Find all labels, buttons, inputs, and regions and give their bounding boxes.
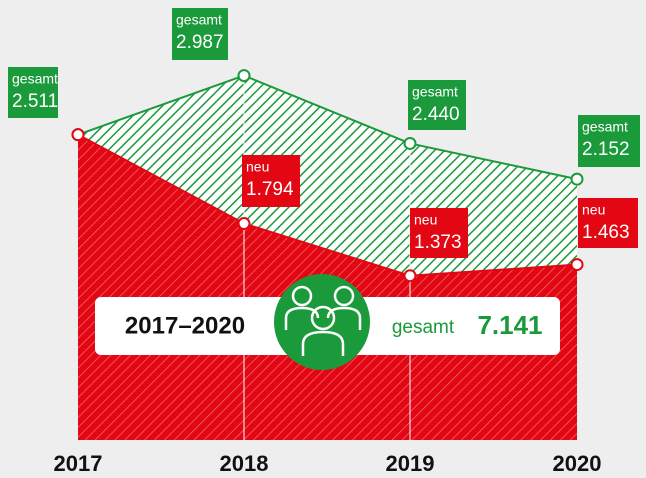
total-value: 7.141 <box>477 310 542 340</box>
x-tick-label: 2017 <box>54 451 103 476</box>
label-box <box>408 80 466 130</box>
label-name: neu <box>246 159 269 175</box>
point <box>237 69 251 83</box>
line-1 <box>77 133 578 277</box>
x-tick-label: 2019 <box>386 451 435 476</box>
data-label: 2.987 <box>176 32 224 53</box>
label-box <box>8 67 58 118</box>
label-name: gesamt <box>582 119 628 135</box>
data-label: 2.440 <box>412 104 460 125</box>
label-box <box>172 8 228 60</box>
label-box <box>242 155 300 207</box>
label-box <box>410 208 468 258</box>
x-tick-label: 2020 <box>553 451 602 476</box>
point <box>403 136 417 150</box>
labels: gesamt 2.511 gesamt 2.987 gesamt 2.440 gesamt 2… <box>8 8 640 258</box>
label-box <box>578 115 640 167</box>
total-name: gesamt <box>392 317 455 338</box>
icon-circle <box>274 274 370 370</box>
data-label: 1.463 <box>582 222 630 243</box>
data-label: 1.373 <box>414 232 462 253</box>
label-name: neu <box>414 212 437 228</box>
data-label: 2.511 <box>12 91 58 112</box>
point <box>71 128 85 142</box>
point <box>570 258 584 272</box>
total-box: 2017–2020 gesamt 7.141 <box>95 274 560 370</box>
label-name: gesamt <box>176 12 222 28</box>
point <box>403 269 417 283</box>
data-label: 1.794 <box>246 179 294 200</box>
label-name: gesamt <box>12 71 58 87</box>
people-icon <box>284 285 362 356</box>
data-label: 2.152 <box>582 139 630 160</box>
label-box <box>578 198 638 248</box>
label-name: neu <box>582 202 605 218</box>
line-0 <box>77 74 578 181</box>
point <box>570 172 584 186</box>
label-name: gesamt <box>412 84 458 100</box>
total-period: 2017–2020 <box>125 312 245 339</box>
point <box>237 217 251 231</box>
x-tick-label: 2018 <box>220 451 269 476</box>
